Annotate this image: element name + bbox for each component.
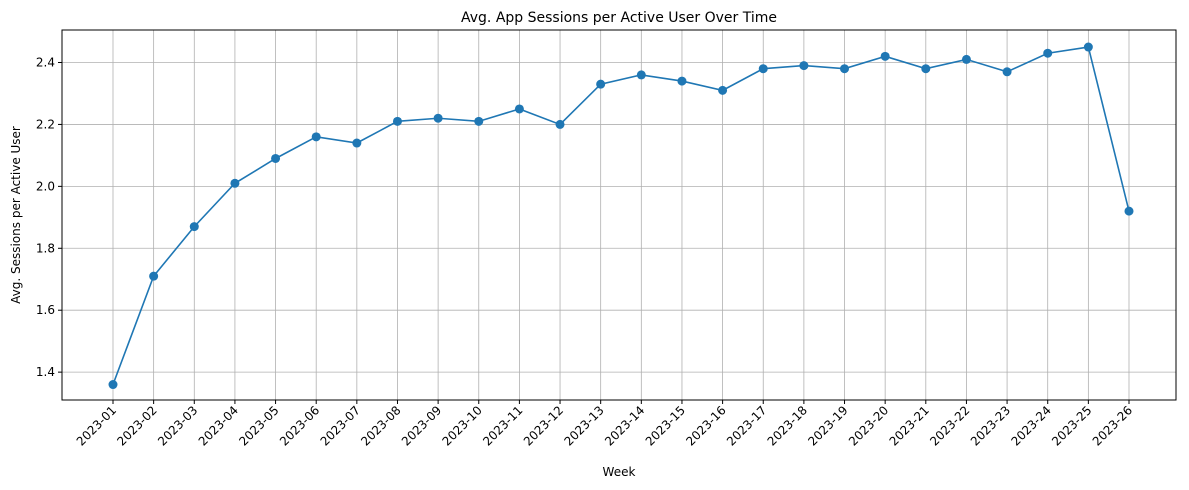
data-point: [230, 178, 240, 188]
x-tick-label: 2023-12: [521, 403, 566, 448]
data-point: [1002, 67, 1012, 77]
x-tick-label: 2023-18: [765, 403, 810, 448]
data-point: [758, 64, 768, 74]
y-tick-label: 1.4: [36, 365, 55, 379]
data-point: [311, 132, 321, 142]
y-tick-label: 2.2: [36, 117, 55, 131]
x-tick-label: 2023-13: [561, 403, 606, 448]
y-tick-label: 2.4: [36, 56, 55, 70]
y-axis-label: Avg. Sessions per Active User: [9, 126, 23, 304]
data-point: [1043, 48, 1053, 58]
data-point: [392, 116, 402, 126]
data-point: [799, 61, 809, 71]
grid: [62, 30, 1176, 400]
data-point: [596, 79, 606, 89]
x-tick-label: 2023-26: [1090, 403, 1135, 448]
data-point: [555, 119, 565, 129]
data-point: [1124, 206, 1134, 216]
data-point: [433, 113, 443, 123]
x-tick-label: 2023-17: [724, 403, 769, 448]
x-tick-label: 2023-04: [196, 403, 241, 448]
data-point: [514, 104, 524, 114]
y-tick-label: 2.0: [36, 179, 55, 193]
x-tick-label: 2023-20: [846, 403, 891, 448]
x-tick-label: 2023-14: [602, 403, 647, 448]
series-line: [112, 46, 1130, 385]
x-tick-label: 2023-09: [399, 403, 444, 448]
x-tick-label: 2023-23: [968, 403, 1013, 448]
data-point: [718, 85, 728, 95]
x-tick-label: 2023-15: [643, 403, 688, 448]
data-point: [108, 380, 118, 390]
plot-area-frame: [61, 29, 1177, 401]
x-tick-label: 2023-05: [236, 403, 281, 448]
x-tick-label: 2023-24: [1008, 403, 1053, 448]
data-point: [961, 54, 971, 64]
x-tick-label: 2023-11: [480, 403, 525, 448]
x-tick-label: 2023-06: [277, 403, 322, 448]
x-tick-label: 2023-16: [683, 403, 728, 448]
x-tick-label: 2023-07: [318, 403, 363, 448]
x-axis-ticks: 2023-012023-022023-032023-042023-052023-…: [74, 400, 1135, 449]
x-tick-label: 2023-22: [927, 403, 972, 448]
x-tick-label: 2023-21: [887, 403, 932, 448]
y-tick-label: 1.8: [36, 241, 55, 255]
data-point: [271, 153, 281, 163]
data-point: [840, 64, 850, 74]
y-tick-label: 1.6: [36, 303, 55, 317]
data-point: [189, 222, 199, 232]
x-tick-label: 2023-08: [358, 403, 403, 448]
data-point: [149, 271, 159, 281]
x-tick-label: 2023-25: [1049, 403, 1094, 448]
data-point: [636, 70, 646, 80]
x-tick-label: 2023-03: [155, 403, 200, 448]
data-point: [1083, 42, 1093, 52]
data-point: [921, 64, 931, 74]
series-layer: [108, 42, 1134, 390]
x-tick-label: 2023-19: [805, 403, 850, 448]
data-point: [352, 138, 362, 148]
x-tick-label: 2023-10: [440, 403, 485, 448]
x-axis-label: Week: [603, 465, 636, 479]
data-point: [880, 51, 890, 61]
x-tick-label: 2023-02: [114, 403, 159, 448]
data-point: [474, 116, 484, 126]
data-point: [677, 76, 687, 86]
x-tick-label: 2023-01: [74, 403, 119, 448]
chart-title: Avg. App Sessions per Active User Over T…: [461, 10, 777, 26]
y-axis-ticks: 1.4 1.6 1.8 2.0 2.2 2.4: [36, 56, 62, 379]
